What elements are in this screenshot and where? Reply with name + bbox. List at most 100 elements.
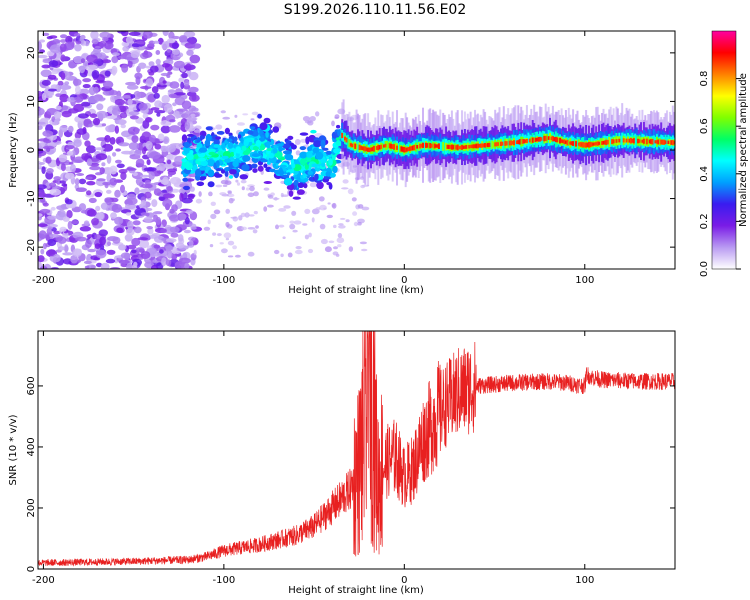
spectrogram-cell xyxy=(368,147,371,153)
spectrogram-cell xyxy=(303,183,308,189)
spectrogram-cell xyxy=(511,141,514,145)
spectrogram-cell xyxy=(151,264,159,269)
spectrogram-cell xyxy=(89,165,101,171)
spectrogram-cell xyxy=(422,142,424,148)
spectrogram-cell xyxy=(140,251,151,260)
colorbar-tick-label: 0.6 xyxy=(699,118,710,134)
spectrogram-cell xyxy=(332,165,338,174)
spectrogram-cell xyxy=(120,252,131,259)
spectrogram-cell xyxy=(501,141,504,146)
spectrogram-cell xyxy=(75,173,85,176)
spectrogram-cell xyxy=(572,141,575,146)
spectrogram-cell xyxy=(78,178,87,185)
spectrogram-cell xyxy=(190,116,198,122)
spectrogram-cell xyxy=(96,110,108,119)
spectrogram-cell xyxy=(232,245,238,250)
spectrogram-cell xyxy=(611,139,614,145)
spectrogram-cell xyxy=(162,80,167,84)
spectrogram-cell xyxy=(212,232,217,236)
spectrogram-cell xyxy=(282,236,286,239)
spectrogram-cell xyxy=(160,228,168,234)
spectrogram-y-label: Frequency (Hz) xyxy=(8,112,19,188)
spectrogram-cell xyxy=(146,226,153,230)
spectrogram-cell xyxy=(61,183,68,187)
spectrogram-cell xyxy=(249,126,256,130)
spectrogram-cell xyxy=(94,191,103,198)
spectrogram-cell xyxy=(47,74,57,80)
spectrogram-cell xyxy=(40,69,52,78)
spectrogram-cell xyxy=(140,85,152,90)
spectrogram-cell xyxy=(128,31,141,36)
spectrogram-cell xyxy=(286,185,292,190)
spectrogram-cell xyxy=(315,207,321,211)
spectrogram-cell xyxy=(417,142,420,151)
spectrogram-cell xyxy=(188,236,196,241)
spectrogram-cell xyxy=(86,158,93,167)
spectrogram-cell xyxy=(241,226,248,231)
spectrogram-cell xyxy=(326,182,332,186)
spectrogram-cell xyxy=(141,183,153,189)
spectrogram-cell xyxy=(543,135,546,142)
spectrogram-cell xyxy=(68,125,74,133)
spectrogram-cell xyxy=(285,140,292,144)
spectrogram-cell xyxy=(439,141,442,151)
spectrogram-cell xyxy=(128,111,140,116)
spectrogram-cell xyxy=(416,145,419,149)
spectrogram-cell xyxy=(446,144,449,149)
spectrogram-cell xyxy=(580,142,583,147)
spectrogram-cell xyxy=(282,174,290,179)
spectrogram-cell xyxy=(38,223,48,228)
colorbar-label: Normalized spectral amplitude xyxy=(738,73,749,227)
spectrogram-cell xyxy=(153,244,161,249)
colorbar-tick-label: 0.8 xyxy=(699,71,710,87)
spectrogram-cell xyxy=(390,143,393,149)
spectrogram-cell xyxy=(586,142,589,148)
spectrogram-cell xyxy=(527,132,530,149)
spectrogram-cell xyxy=(507,137,510,149)
spectrogram-cell xyxy=(77,113,89,119)
spectrogram-cell xyxy=(60,34,68,39)
spectrogram-cell xyxy=(309,116,316,122)
spectrogram-cell xyxy=(128,142,140,151)
spectrogram-cell xyxy=(64,81,70,86)
spectrogram-cell xyxy=(200,160,208,167)
spectrogram-cell xyxy=(232,160,239,168)
spectrogram-cell xyxy=(203,226,211,231)
spectrogram-cell xyxy=(104,70,111,77)
spectrogram-cell xyxy=(609,136,612,147)
spectrogram-cell xyxy=(110,95,116,103)
spectrogram-cell xyxy=(118,55,127,60)
spectrogram-cell xyxy=(255,225,259,229)
spectrogram-cell xyxy=(160,125,171,134)
spectrogram-cell xyxy=(176,108,188,112)
spectrogram-cell xyxy=(84,265,90,269)
spectrogram-x-label: Height of straight line (km) xyxy=(288,285,424,296)
spectrogram-cell xyxy=(153,235,165,243)
spectrogram-cell xyxy=(333,224,337,229)
spectrogram-cell xyxy=(472,144,475,149)
spectrogram-cell xyxy=(106,199,112,206)
spectrogram-cell xyxy=(120,184,125,193)
spectrogram-cell xyxy=(452,144,455,150)
spectrogram-cell xyxy=(198,176,206,181)
spectrogram-cell xyxy=(171,204,178,212)
spectrogram-cell xyxy=(221,142,226,151)
spectrogram-cell xyxy=(84,140,91,147)
spectrogram-cell xyxy=(38,162,45,165)
spectrogram-cell xyxy=(614,137,616,145)
spectrogram-cell xyxy=(227,142,234,149)
spectrogram-cell xyxy=(158,195,166,202)
spectrogram-cell xyxy=(166,48,171,53)
spectrogram-cell xyxy=(153,92,160,99)
spectrogram-cell xyxy=(293,220,302,225)
spectrogram-cell xyxy=(121,64,129,73)
spectrogram-cell xyxy=(274,249,280,255)
spectrogram-cell xyxy=(85,176,93,180)
spectrogram-cell xyxy=(220,169,226,174)
spectrogram-cell xyxy=(134,149,142,157)
spectrogram-cell xyxy=(661,139,664,145)
spectrogram-cell xyxy=(38,191,47,198)
snr-ytick-label: 0 xyxy=(26,566,37,572)
spectrogram-cell xyxy=(242,155,251,162)
spectrogram-xtick-label: 100 xyxy=(575,275,594,286)
